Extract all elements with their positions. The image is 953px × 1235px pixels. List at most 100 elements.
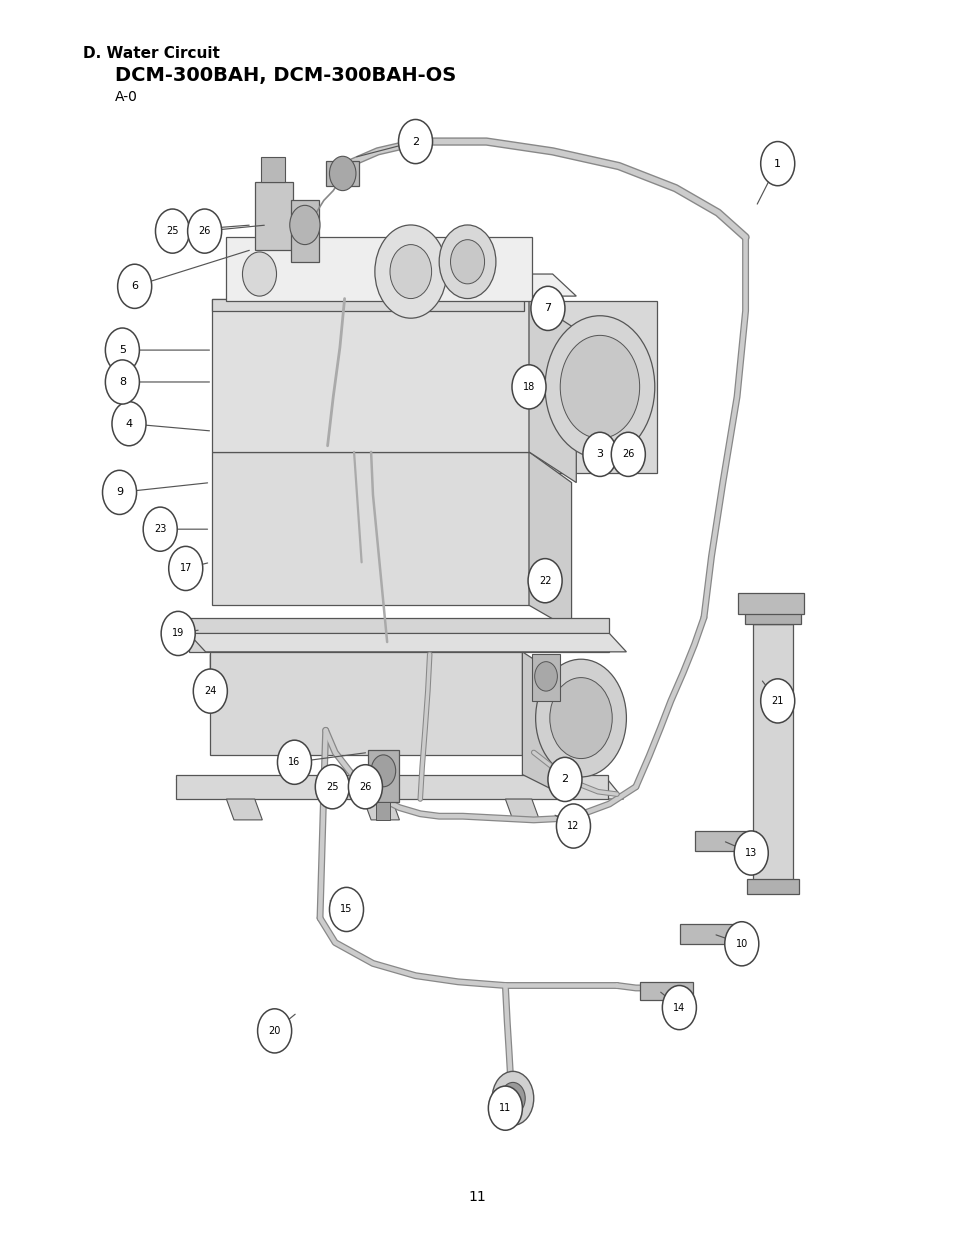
Circle shape [117, 264, 152, 309]
Circle shape [277, 740, 312, 784]
Circle shape [544, 316, 654, 458]
Circle shape [760, 142, 794, 185]
Text: DCM-300BAH, DCM-300BAH-OS: DCM-300BAH, DCM-300BAH-OS [114, 65, 456, 84]
Circle shape [155, 209, 190, 253]
Polygon shape [744, 605, 801, 624]
Text: 6: 6 [131, 282, 138, 291]
Circle shape [257, 1009, 292, 1053]
Polygon shape [238, 296, 552, 372]
Circle shape [375, 225, 446, 319]
Polygon shape [529, 299, 576, 483]
Polygon shape [176, 779, 623, 799]
Polygon shape [189, 634, 626, 652]
Text: 2: 2 [560, 774, 568, 784]
Text: 7: 7 [544, 304, 551, 314]
Circle shape [161, 611, 195, 656]
Circle shape [390, 245, 431, 299]
Bar [254, 182, 293, 249]
Circle shape [528, 558, 561, 603]
Circle shape [724, 921, 758, 966]
Text: 5: 5 [119, 345, 126, 356]
Circle shape [582, 432, 617, 477]
Circle shape [512, 364, 545, 409]
Bar [375, 802, 390, 820]
Text: 11: 11 [498, 1103, 511, 1113]
Polygon shape [176, 774, 607, 799]
Polygon shape [189, 618, 609, 652]
Text: 23: 23 [153, 524, 166, 535]
Circle shape [105, 329, 139, 372]
Circle shape [492, 1072, 533, 1125]
Polygon shape [522, 652, 563, 795]
Circle shape [534, 662, 557, 692]
Text: 11: 11 [468, 1189, 485, 1204]
Polygon shape [226, 799, 262, 820]
Polygon shape [639, 982, 692, 1000]
Circle shape [102, 471, 136, 515]
Text: 24: 24 [204, 687, 216, 697]
Circle shape [611, 432, 644, 477]
Text: 3: 3 [596, 450, 603, 459]
Text: D. Water Circuit: D. Water Circuit [83, 46, 219, 61]
Text: 12: 12 [567, 821, 579, 831]
Text: 15: 15 [340, 904, 353, 914]
Text: A-0: A-0 [114, 90, 137, 104]
Text: 14: 14 [673, 1003, 685, 1013]
Polygon shape [505, 799, 538, 820]
Text: 25: 25 [166, 226, 178, 236]
Polygon shape [544, 301, 656, 473]
Circle shape [547, 757, 581, 802]
Text: 4: 4 [125, 419, 132, 429]
Text: 26: 26 [359, 782, 372, 792]
Circle shape [169, 546, 203, 590]
Polygon shape [363, 799, 399, 820]
Circle shape [242, 252, 276, 296]
Circle shape [734, 831, 767, 876]
Bar [368, 750, 398, 802]
Circle shape [450, 240, 484, 284]
Circle shape [760, 679, 794, 722]
Text: 26: 26 [198, 226, 211, 236]
Circle shape [549, 678, 612, 758]
Polygon shape [210, 652, 522, 755]
Polygon shape [226, 237, 531, 301]
Polygon shape [747, 879, 798, 893]
Circle shape [535, 659, 626, 777]
Circle shape [531, 287, 564, 331]
Circle shape [188, 209, 221, 253]
Bar [325, 162, 358, 185]
Circle shape [329, 157, 355, 190]
Text: 20: 20 [268, 1026, 280, 1036]
Polygon shape [212, 299, 524, 311]
Polygon shape [738, 593, 803, 614]
Text: 10: 10 [735, 939, 747, 948]
Text: 8: 8 [119, 377, 126, 387]
Text: 1: 1 [774, 158, 781, 169]
Bar [291, 200, 318, 262]
Text: 9: 9 [116, 488, 123, 498]
Bar [261, 158, 285, 182]
Text: 21: 21 [771, 695, 783, 706]
Circle shape [500, 1082, 525, 1114]
Polygon shape [694, 831, 755, 851]
Polygon shape [212, 299, 529, 452]
Text: 26: 26 [621, 450, 634, 459]
Polygon shape [529, 452, 571, 630]
Polygon shape [212, 452, 529, 605]
Text: 25: 25 [326, 782, 338, 792]
Text: 17: 17 [179, 563, 192, 573]
Polygon shape [679, 924, 743, 944]
Circle shape [438, 225, 496, 299]
Circle shape [559, 336, 639, 438]
Text: 18: 18 [522, 382, 535, 391]
Circle shape [398, 120, 432, 163]
Circle shape [112, 401, 146, 446]
Circle shape [488, 1086, 522, 1130]
Circle shape [143, 508, 177, 551]
Circle shape [556, 804, 590, 848]
Text: 19: 19 [172, 629, 184, 638]
Text: 13: 13 [744, 848, 757, 858]
Bar [752, 624, 792, 888]
Circle shape [329, 888, 363, 931]
Polygon shape [238, 274, 576, 296]
